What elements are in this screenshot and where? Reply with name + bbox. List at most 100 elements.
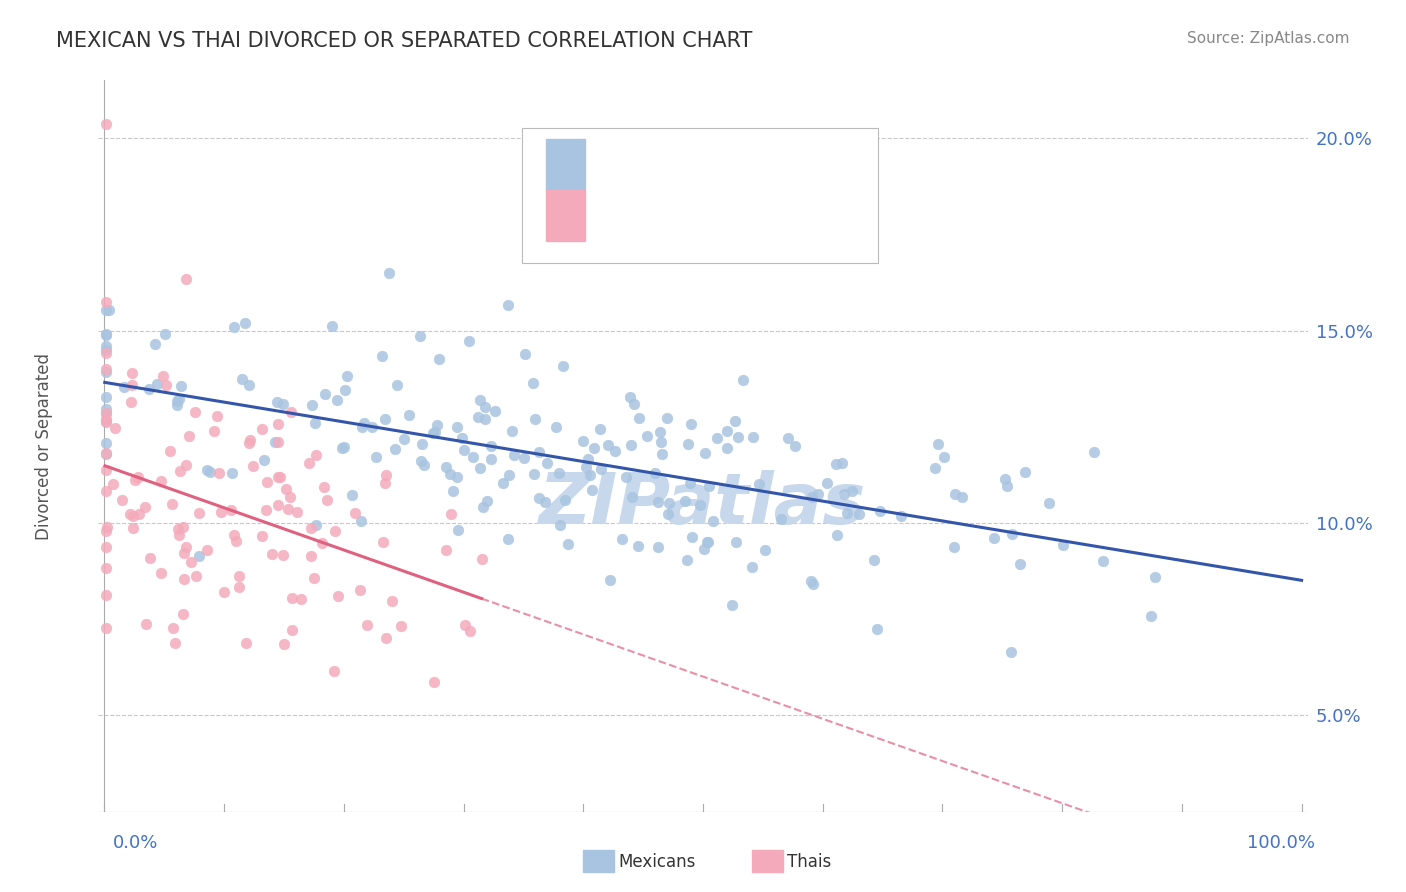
Text: Thais: Thais — [787, 853, 831, 871]
Point — [1001, 527, 1024, 541]
Point — [172, 607, 194, 621]
Point — [271, 396, 294, 410]
Point — [101, 476, 124, 491]
Point — [451, 431, 474, 445]
Point — [927, 437, 949, 451]
Point — [253, 453, 276, 467]
Point — [411, 454, 433, 468]
Point — [94, 540, 117, 554]
Point — [536, 456, 558, 470]
Point — [697, 479, 720, 493]
Point — [94, 343, 117, 358]
Point — [162, 621, 184, 635]
Point — [195, 463, 218, 477]
Point — [94, 415, 117, 429]
Point — [94, 402, 117, 417]
Point — [676, 552, 699, 566]
Point — [94, 447, 117, 461]
Point — [312, 481, 335, 495]
Point — [723, 414, 745, 428]
Point — [439, 467, 461, 482]
Point — [180, 556, 202, 570]
Point — [111, 492, 134, 507]
Point — [603, 443, 626, 458]
Point — [815, 476, 838, 491]
Point — [222, 528, 245, 542]
Point — [575, 460, 598, 475]
Point — [305, 518, 328, 533]
Point — [207, 409, 229, 423]
Point — [579, 468, 602, 483]
Point — [271, 548, 294, 562]
Point — [159, 443, 181, 458]
Point — [522, 376, 544, 391]
Point — [807, 486, 830, 500]
Point — [470, 460, 492, 475]
Point — [697, 535, 720, 549]
Point — [104, 421, 127, 435]
Point — [706, 430, 728, 444]
Point — [548, 466, 571, 480]
Point — [434, 460, 457, 475]
Point — [352, 420, 374, 434]
Point — [408, 328, 430, 343]
Point — [94, 326, 117, 341]
Point — [800, 574, 823, 588]
Point — [94, 414, 117, 428]
Point — [890, 509, 912, 524]
Point — [155, 377, 177, 392]
Point — [94, 346, 117, 360]
Point — [576, 452, 599, 467]
Point — [238, 436, 260, 450]
Point — [720, 598, 742, 612]
Point — [1083, 445, 1105, 459]
Point — [869, 504, 891, 518]
Point — [273, 637, 295, 651]
Point — [620, 437, 643, 451]
Point — [614, 470, 637, 484]
Point — [523, 467, 546, 482]
Point — [513, 450, 536, 465]
Point — [689, 498, 711, 512]
Point — [153, 326, 176, 341]
Point — [305, 449, 328, 463]
Point — [458, 624, 481, 638]
Point — [589, 461, 612, 475]
Point — [169, 465, 191, 479]
Point — [389, 619, 412, 633]
Point — [94, 588, 117, 602]
Point — [122, 509, 145, 524]
Point — [94, 462, 117, 476]
Point — [98, 302, 121, 317]
Point — [166, 398, 188, 412]
Point — [135, 617, 157, 632]
Point — [304, 571, 326, 585]
Point — [783, 439, 806, 453]
Point — [233, 316, 256, 330]
Point — [835, 506, 858, 520]
Text: Mexicans: Mexicans — [619, 853, 696, 871]
Point — [336, 368, 359, 383]
Point — [160, 497, 183, 511]
Bar — [546, 190, 585, 241]
FancyBboxPatch shape — [522, 128, 879, 263]
Point — [513, 346, 536, 360]
Point — [94, 328, 117, 343]
Point — [827, 528, 849, 542]
Point — [150, 566, 173, 580]
Point — [94, 365, 117, 379]
Point — [546, 420, 568, 434]
Point — [280, 405, 302, 419]
Point — [1008, 557, 1031, 571]
Point — [139, 550, 162, 565]
Point — [501, 424, 523, 438]
Point — [267, 469, 290, 483]
Point — [741, 559, 763, 574]
Point — [200, 465, 222, 479]
Point — [934, 450, 956, 464]
Point — [1014, 465, 1036, 479]
Point — [149, 474, 172, 488]
Point — [693, 542, 716, 557]
Point — [264, 435, 287, 450]
Point — [121, 378, 143, 392]
